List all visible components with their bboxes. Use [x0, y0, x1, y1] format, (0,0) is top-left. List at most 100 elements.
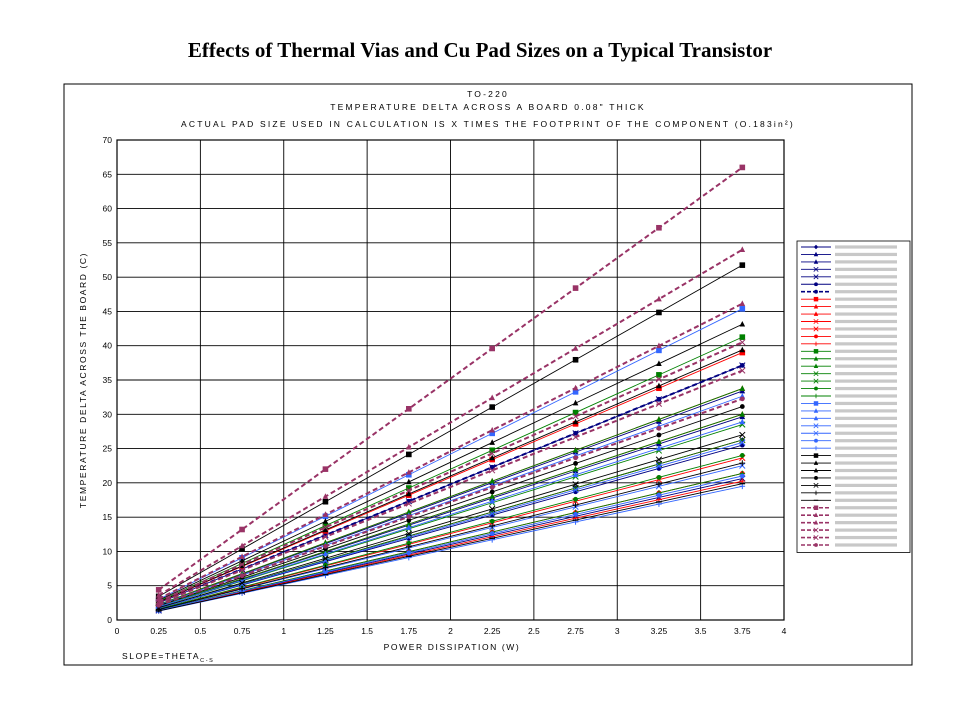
- legend-label-placeholder: [835, 528, 897, 532]
- chart-title-line-1: TO-220: [467, 89, 509, 99]
- marker-triangle: [489, 454, 495, 461]
- series-line: [158, 323, 743, 601]
- marker-square: [155, 587, 162, 593]
- marker-plus: [739, 483, 746, 490]
- marker-triangle: [739, 246, 746, 253]
- legend-label-placeholder: [835, 409, 897, 413]
- slope-note-text: SLOPE=THETA: [122, 651, 200, 661]
- series-line: [158, 336, 743, 602]
- marker-triangle: [406, 520, 412, 527]
- y-tick-label: 70: [103, 135, 113, 145]
- series-line: [158, 302, 743, 600]
- marker-x: [813, 326, 819, 332]
- legend-label-placeholder: [835, 416, 897, 420]
- legend-label-placeholder: [835, 312, 897, 316]
- marker-x: [238, 579, 246, 587]
- marker-square: [489, 447, 495, 454]
- marker-plus: [572, 502, 579, 508]
- marker-diamond: [813, 244, 819, 250]
- legend-label-placeholder: [835, 334, 897, 338]
- x-tick-label: 2.25: [484, 626, 501, 636]
- marker-triangle: [813, 356, 819, 361]
- series-33: [155, 431, 746, 611]
- marker-circle: [573, 461, 578, 466]
- marker-triangle: [656, 416, 662, 422]
- marker-circle: [814, 282, 818, 287]
- marker-square: [322, 522, 329, 529]
- marker-square: [813, 296, 819, 302]
- marker-circle: [406, 517, 412, 523]
- marker-plus: [656, 481, 662, 487]
- series-line: [158, 349, 743, 603]
- y-tick-label: 45: [103, 306, 113, 316]
- y-tick-label: 25: [103, 444, 113, 454]
- marker-triangle: [322, 526, 329, 533]
- marker-square: [739, 306, 746, 312]
- marker-x: [739, 439, 746, 446]
- legend-label-placeholder: [835, 401, 897, 406]
- marker-x: [405, 500, 412, 507]
- marker-square: [656, 224, 662, 231]
- marker-square: [572, 389, 579, 395]
- legend-label-placeholder: [835, 543, 897, 547]
- y-tick-label: 30: [103, 409, 113, 419]
- marker-circle: [814, 476, 818, 480]
- legend-label-placeholder: [835, 521, 897, 525]
- x-tick-label: 0: [115, 626, 120, 636]
- marker-circle: [323, 569, 328, 575]
- marker-circle: [739, 453, 745, 458]
- marker-plus: [406, 544, 412, 550]
- series-line: [158, 457, 743, 610]
- marker-x: [238, 561, 246, 568]
- legend-label-placeholder: [835, 483, 897, 487]
- legend-label-placeholder: [835, 461, 897, 465]
- series-line: [158, 416, 743, 607]
- marker-square: [489, 404, 495, 410]
- series-36: [155, 164, 746, 593]
- marker-triangle: [656, 445, 662, 451]
- marker-x: [813, 371, 819, 377]
- series-line: [158, 406, 743, 607]
- marker-x: [813, 274, 819, 280]
- series-line: [158, 480, 743, 612]
- marker-plus: [813, 393, 819, 399]
- series-line: [158, 166, 743, 591]
- marker-x: [489, 467, 496, 474]
- marker-triangle: [572, 418, 579, 425]
- marker-triangle: [739, 320, 746, 327]
- marker-square: [739, 334, 746, 340]
- marker-x: [322, 533, 329, 540]
- marker-triangle: [656, 360, 662, 366]
- marker-circle: [656, 396, 662, 402]
- marker-square: [572, 285, 579, 291]
- marker-triangle: [406, 490, 412, 497]
- marker-triangle: [406, 443, 412, 450]
- y-tick-label: 40: [103, 341, 113, 351]
- series-37: [155, 246, 746, 598]
- series-line: [158, 454, 743, 610]
- marker-x: [655, 376, 663, 383]
- marker-triangle: [572, 345, 579, 351]
- marker-triangle: [155, 592, 162, 598]
- marker-triangle: [572, 446, 579, 453]
- marker-circle: [406, 514, 412, 520]
- series-line: [158, 478, 743, 611]
- series-line: [158, 388, 743, 605]
- marker-circle: [573, 455, 578, 461]
- legend-label-placeholder: [835, 267, 897, 271]
- marker-x: [238, 566, 246, 574]
- marker-triangle: [813, 460, 819, 465]
- y-tick-label: 15: [103, 512, 113, 522]
- marker-x: [489, 505, 496, 513]
- marker-x: [655, 463, 663, 470]
- marker-triangle: [239, 557, 245, 564]
- marker-x: [813, 430, 819, 436]
- y-tick-label: 50: [103, 272, 113, 282]
- marker-triangle: [656, 295, 662, 302]
- marker-circle: [814, 543, 818, 547]
- marker-circle: [573, 512, 578, 517]
- marker-square: [406, 406, 412, 412]
- marker-circle: [489, 489, 495, 495]
- marker-plus: [322, 564, 329, 571]
